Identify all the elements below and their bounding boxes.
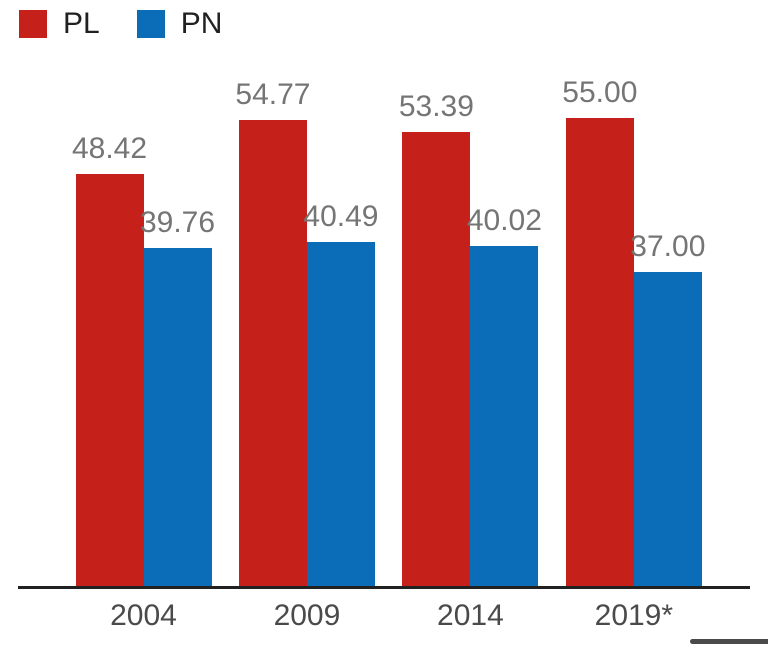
legend-label-pn: PN	[180, 7, 223, 40]
value-label-pl-2014: 53.39	[398, 90, 474, 123]
bar-pn-2009	[306, 242, 375, 588]
x-axis-line	[18, 586, 750, 589]
value-label-pn-2014: 40.02	[466, 204, 542, 237]
value-label-pn-2009: 40.49	[303, 200, 379, 233]
bar-pn-2004	[143, 248, 212, 588]
legend-item-pn: PN	[136, 7, 223, 40]
bottom-right-partial-bar	[690, 639, 768, 644]
bar-pl-2014	[402, 132, 471, 588]
value-label-pl-2009: 54.77	[235, 78, 311, 111]
x-axis-label-2009: 2009	[273, 599, 341, 632]
value-label-pl-2019: 55.00	[562, 76, 638, 109]
legend: PL PN	[19, 9, 222, 39]
x-axis-label-2004: 2004	[110, 599, 177, 632]
bar-pl-2019	[565, 118, 634, 588]
legend-swatch-pn-icon	[136, 10, 165, 38]
value-label-pn-2019: 37.00	[630, 230, 706, 263]
legend-item-pl: PL	[19, 9, 100, 39]
bar-pl-2009	[238, 120, 307, 588]
bar-pl-2004	[75, 174, 144, 588]
bar-pn-2014	[470, 246, 539, 588]
value-label-pn-2004: 39.76	[139, 206, 216, 239]
bar-pn-2019	[633, 272, 702, 588]
legend-swatch-pl-icon	[19, 10, 47, 38]
legend-label-pl: PL	[63, 7, 100, 40]
x-axis-label-2014: 2014	[437, 599, 504, 632]
value-label-pl-2004: 48.42	[71, 132, 148, 165]
x-axis-label-2019: 2019*	[594, 599, 674, 632]
